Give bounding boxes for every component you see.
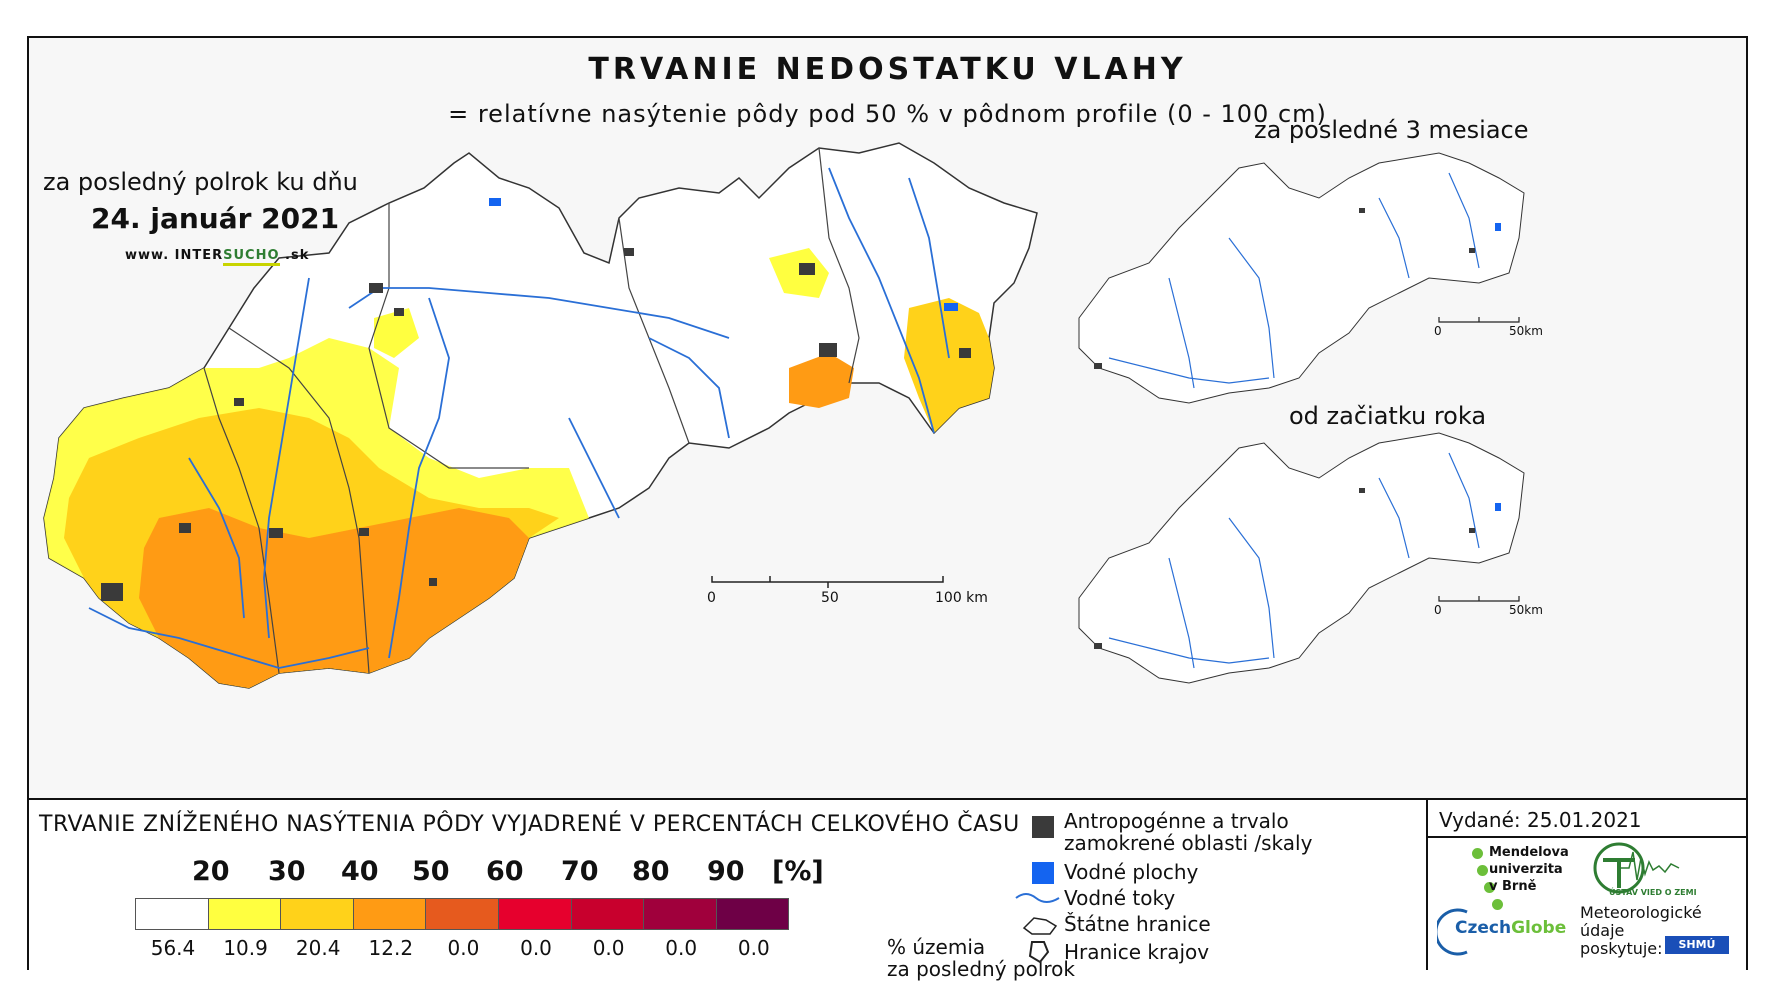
inset-3m-title: za posledné 3 mesiace [1254,116,1529,144]
river-key-icon [1015,893,1060,903]
legend-swatch-5 [498,898,572,930]
legend-area: TRVANIE ZNÍŽENÉHO NASÝTENIA PÔDY VYJADRE… [29,798,1746,980]
main-period-label: za posledný polrok ku dňu [43,168,358,196]
mendel-dot [1484,882,1495,893]
website-prefix: www. INTER [125,248,224,263]
legend-swatch-7 [643,898,717,930]
map-subtitle: = relatívne nasýtenie pôdy pod 50 % v pô… [448,100,1327,128]
mendel-dot [1477,865,1488,876]
inset-year-title: od začiatku roka [1289,402,1487,430]
meteo-credit: Meteorologické údaje poskytuje: [1580,904,1702,958]
legend-swatch-2 [280,898,354,930]
czechglobe-logo: CzechGlobe [1455,918,1566,938]
legend-swatch-8 [715,898,790,930]
map-frame: TRVANIE NEDOSTATKU VLAHY = relatívne nas… [27,36,1748,980]
mendel-line2: univerzita [1489,862,1563,877]
mendel-logo: Mendelova univerzita v Brně [1489,844,1569,895]
czechglobe-a: Czech [1455,918,1512,938]
anthropogenic-swatch [1032,816,1054,838]
region-border-key-icon [1028,941,1050,964]
legend-share-1: 10.9 [223,936,268,960]
threshold-20: 20 [192,856,230,887]
drought-zone-east-2 [789,353,854,408]
issued-underline [1428,836,1746,838]
rivers [88,167,950,669]
drought-zone-east [904,298,994,433]
legend-swatch-0 [135,898,209,930]
key-icons [1015,893,1060,964]
legend-title: TRVANIE ZNÍŽENÉHO NASÝTENIA PÔDY VYJADRE… [39,812,1020,837]
inset-map-year [1078,432,1525,684]
water-swatch [1032,862,1054,884]
meteo-line2: údaje [1580,921,1625,940]
anthropogenic-label: Antropogénne a trvalo zamokrené oblasti /… [1064,810,1312,854]
czechglobe-b: Globe [1511,918,1567,938]
credits-divider [1426,800,1428,970]
website-link[interactable]: www. INTERSUCHO .sk [125,248,310,266]
legend-share-7: 0.0 [665,936,698,960]
inset1-scale-0: 0 [1434,324,1442,338]
state-border-label: Štátne hranice [1064,912,1211,936]
legend-share-6: 0.0 [592,936,625,960]
share-unit-line2: za posledný polrok [887,957,1075,981]
threshold-50: 50 [412,856,450,887]
drought-zone-orange [139,508,529,688]
threshold-40: 40 [341,856,379,887]
mendel-dot [1492,899,1503,910]
rivers-label: Vodné toky [1064,886,1176,910]
legend-share-4: 0.0 [447,936,480,960]
mendel-dot [1472,848,1483,859]
legend-share-2: 20.4 [295,936,341,960]
threshold-60: 60 [486,856,524,887]
map-graphics [43,142,1525,689]
anthropogenic-line2: zamokrené oblasti /skaly [1064,831,1313,855]
anthropogenic-line1: Antropogénne a trvalo [1064,809,1289,833]
meteo-line3: poskytuje: [1580,939,1663,958]
map-area: TRVANIE NEDOSTATKU VLAHY = relatívne nas… [29,38,1746,798]
state-border-key-icon [1022,917,1058,935]
main-scale-100: 100 km [935,590,988,606]
legend-swatch-4 [425,898,499,930]
inset2-scale-50: 50km [1509,603,1543,617]
legend-swatch-1 [207,898,282,930]
anthropogenic-areas [101,248,971,601]
legend-swatch-3 [352,898,427,930]
legend-share-8: 0.0 [737,936,770,960]
legend-share-3: 12.2 [368,936,414,960]
share-unit: % územia za posledný polrok [887,936,1075,980]
inset2-scale-0: 0 [1434,603,1442,617]
main-scale-0: 0 [707,590,716,606]
meteo-line1: Meteorologické [1580,903,1702,922]
legend-swatch-6 [570,898,645,930]
inset1-scale-50: 50km [1509,324,1543,338]
threshold-unit: [%] [772,856,824,887]
share-unit-line1: % územia [887,935,986,959]
threshold-30: 30 [268,856,306,887]
legend-share-5: 0.0 [520,936,552,960]
mendel-line3: v Brně [1489,879,1537,894]
map-title: TRVANIE NEDOSTATKU VLAHY [588,52,1187,87]
issued-date: Vydané: 25.01.2021 [1439,808,1642,832]
main-scale-50: 50 [821,590,839,606]
website-mid: SUCHO [223,248,280,266]
drought-zone-center [374,308,419,358]
website-suffix: .sk [279,248,310,263]
main-date: 24. január 2021 [91,202,340,235]
uvz-logo-text: ÚSTAV VIED O ZEMI [1609,888,1697,897]
legend-share-0: 56.4 [150,936,196,960]
water-bodies-label: Vodné plochy [1064,860,1199,884]
threshold-70: 70 [561,856,599,887]
threshold-90: 90 [707,856,745,887]
water-bodies [489,198,958,311]
main-scale-bar [711,576,944,588]
inset-map-3-months [1078,152,1525,404]
shmu-logo: SHMÚ [1665,936,1729,954]
czechglobe-icon [1437,908,1468,956]
uvz-logo-icon [1593,842,1680,894]
threshold-80: 80 [632,856,670,887]
region-border-label: Hranice krajov [1064,940,1210,964]
mendel-line1: Mendelova [1489,845,1569,860]
